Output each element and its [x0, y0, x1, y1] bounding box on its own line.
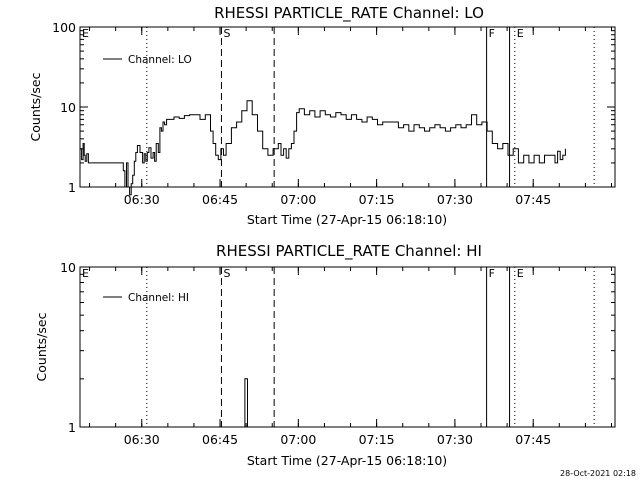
- lo-series: [80, 100, 566, 196]
- hi-x-tick-label: 06:30: [124, 432, 160, 447]
- hi-x-tick-label: 07:15: [359, 432, 395, 447]
- hi-x-tick-label: 07:00: [280, 432, 316, 447]
- lo-x-tick-label: 07:15: [359, 192, 395, 207]
- hi-y-tick-label: 10: [60, 260, 76, 275]
- hi-marker-flag: S: [223, 267, 230, 280]
- lo-y-tick-label: 1: [68, 180, 76, 195]
- lo-x-tick-label: 07:00: [280, 192, 316, 207]
- hi-marker-flag: F: [489, 267, 495, 280]
- hi-x-tick-label: 06:45: [202, 432, 238, 447]
- hi-axes: 06:30 06:45 07:00 07:15 07:30 07:45 1 10: [60, 260, 615, 447]
- lo-marker-flag: E: [82, 27, 89, 40]
- footer-timestamp: 28-Oct-2021 02:18: [560, 469, 636, 478]
- hi-series: [80, 378, 615, 428]
- lo-marker-flag: E: [517, 27, 524, 40]
- lo-chart-title: RHESSI PARTICLE_RATE Channel: LO: [214, 4, 484, 23]
- hi-y-tick-label: 1: [68, 420, 76, 435]
- hi-x-tick-label: 07:45: [515, 432, 551, 447]
- hi-channel-panel: RHESSI PARTICLE_RATE Channel: HI Counts/…: [34, 242, 616, 468]
- lo-plot-frame: [79, 26, 616, 188]
- hi-marker-flag: E: [517, 267, 524, 280]
- hi-x-tick-label: 07:30: [437, 432, 473, 447]
- hi-marker-flag: E: [82, 267, 89, 280]
- lo-legend-label: Channel: LO: [128, 54, 192, 66]
- lo-axes: 06:30 06:45 07:00 07:15 07:30 07:45 1 10 100: [52, 20, 615, 207]
- lo-x-tick-label: 06:30: [124, 192, 160, 207]
- hi-legend-label: Channel: HI: [128, 292, 189, 304]
- lo-x-tick-label: 06:45: [202, 192, 238, 207]
- lo-marker-flag: F: [489, 27, 495, 40]
- hi-series-line: [80, 378, 615, 428]
- hi-plot-frame: [79, 266, 616, 428]
- lo-y-tick-label: 100: [52, 20, 76, 35]
- lo-series-line: [80, 100, 566, 196]
- lo-marker-flag: S: [223, 27, 230, 40]
- lo-y-axis-label: Counts/sec: [28, 72, 43, 141]
- hi-x-axis-label: Start Time (27-Apr-15 06:18:10): [247, 453, 447, 468]
- lo-channel-panel: RHESSI PARTICLE_RATE Channel: LO Counts/…: [28, 4, 616, 227]
- lo-y-tick-label: 10: [60, 100, 76, 115]
- lo-x-tick-label: 07:30: [437, 192, 473, 207]
- hi-chart-title: RHESSI PARTICLE_RATE Channel: HI: [216, 242, 482, 261]
- hi-y-axis-label: Counts/sec: [34, 312, 49, 381]
- lo-x-axis-label: Start Time (27-Apr-15 06:18:10): [247, 212, 447, 227]
- lo-x-tick-label: 07:45: [515, 192, 551, 207]
